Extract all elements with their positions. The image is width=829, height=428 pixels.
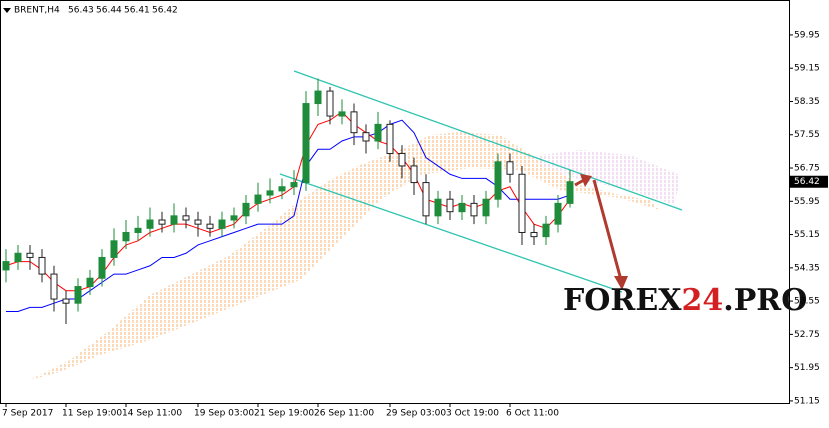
candle-body — [326, 90, 334, 117]
candle-body — [2, 261, 10, 271]
quote-open: 56.43 — [68, 6, 94, 16]
x-tick-label: 29 Sep 03:00 — [386, 409, 446, 419]
candle-body — [182, 215, 190, 221]
candle-body — [506, 161, 514, 175]
candle-body — [314, 90, 322, 105]
candle-body — [566, 181, 574, 204]
candle-body — [338, 111, 346, 117]
candle-body — [38, 256, 46, 275]
candle-body — [434, 198, 442, 217]
watermark-part: FOREX — [563, 283, 682, 318]
y-tick-label: 59.15 — [794, 64, 820, 74]
candle-body — [398, 152, 406, 167]
candle-body — [122, 231, 130, 242]
x-tick-label: 6 Oct 11:00 — [506, 409, 559, 419]
candle-body — [542, 223, 550, 238]
x-tick-label: 19 Sep 03:00 — [194, 409, 254, 419]
channel-upper — [293, 70, 683, 211]
x-tick-label: 26 Sep 11:00 — [314, 409, 374, 419]
quote-high: 56.44 — [96, 6, 122, 16]
y-tick-label: 57.55 — [794, 130, 820, 140]
candle-body — [86, 277, 94, 288]
watermark-part: 24 — [682, 283, 724, 318]
candle-body — [14, 252, 22, 263]
x-tick-label: 3 Oct 19:00 — [446, 409, 499, 419]
candle-body — [62, 298, 70, 304]
candle-body — [158, 219, 166, 225]
candle-body — [302, 103, 310, 184]
watermark: FOREX24.PRO — [563, 283, 807, 318]
candle-body — [98, 256, 106, 279]
candle-body — [26, 252, 34, 258]
candle-body — [170, 215, 178, 225]
y-tick-label: 55.15 — [794, 230, 820, 240]
candle-body — [254, 194, 262, 204]
candle-body — [230, 215, 238, 221]
arrow-head — [614, 276, 628, 290]
y-tick-label: 52.75 — [794, 330, 820, 340]
ichimoku-cloud — [30, 132, 660, 380]
candle-body — [194, 219, 202, 225]
quote-close: 56.42 — [152, 6, 178, 16]
candle-body — [50, 273, 58, 300]
candle-body — [206, 223, 214, 229]
y-tick-label: 55.95 — [794, 197, 820, 207]
y-tick-label: 56.75 — [794, 164, 820, 174]
candle-body — [386, 123, 394, 154]
x-tick-label: 14 Sep 11:00 — [122, 409, 182, 419]
arrow-head — [580, 174, 592, 187]
candle-body — [518, 173, 526, 233]
candle-body — [482, 198, 490, 217]
candle-body — [74, 286, 82, 304]
candle-body — [290, 182, 298, 188]
candle-body — [218, 219, 226, 229]
y-tick-label: 53.55 — [794, 297, 820, 307]
last-price-box — [789, 175, 828, 188]
symbol: BRENT,H4 — [14, 6, 60, 16]
y-tick-label: 54.35 — [794, 263, 820, 273]
x-tick-label: 7 Sep 2017 — [2, 409, 53, 419]
candle-body — [494, 161, 502, 200]
candle-body — [278, 186, 286, 192]
candle-body — [374, 123, 382, 142]
ichimoku-cloud-future — [540, 150, 680, 205]
x-tick-label: 11 Sep 19:00 — [62, 409, 122, 419]
candle-body — [530, 231, 538, 238]
candle-body — [470, 202, 478, 217]
candle-body — [410, 165, 418, 184]
indicator-line — [6, 119, 571, 313]
menu-arrow — [3, 8, 11, 13]
quote-low: 56.41 — [124, 6, 150, 16]
y-tick-label: 51.95 — [794, 363, 820, 373]
candle-body — [146, 219, 154, 229]
candle-body — [110, 240, 118, 258]
y-tick-label: 51.15 — [794, 396, 820, 406]
candle-body — [446, 198, 454, 213]
candle-body — [554, 202, 562, 225]
candle-body — [350, 111, 358, 134]
candle-body — [266, 190, 274, 196]
channel-lower — [279, 173, 623, 293]
forecast-arrow — [592, 179, 623, 281]
y-tick-label: 58.35 — [794, 97, 820, 107]
y-tick-label: 59.95 — [794, 30, 820, 40]
candle-body — [134, 227, 142, 233]
x-tick-label: 21 Sep 19:00 — [254, 409, 314, 419]
candle-body — [458, 202, 466, 213]
candle-body — [362, 132, 370, 142]
watermark-part: .PRO — [723, 283, 807, 318]
candle-body — [242, 202, 250, 217]
forecast-arrow-small — [574, 178, 585, 187]
last-price-label: 56.42 — [794, 177, 820, 187]
candle-body — [422, 182, 430, 217]
